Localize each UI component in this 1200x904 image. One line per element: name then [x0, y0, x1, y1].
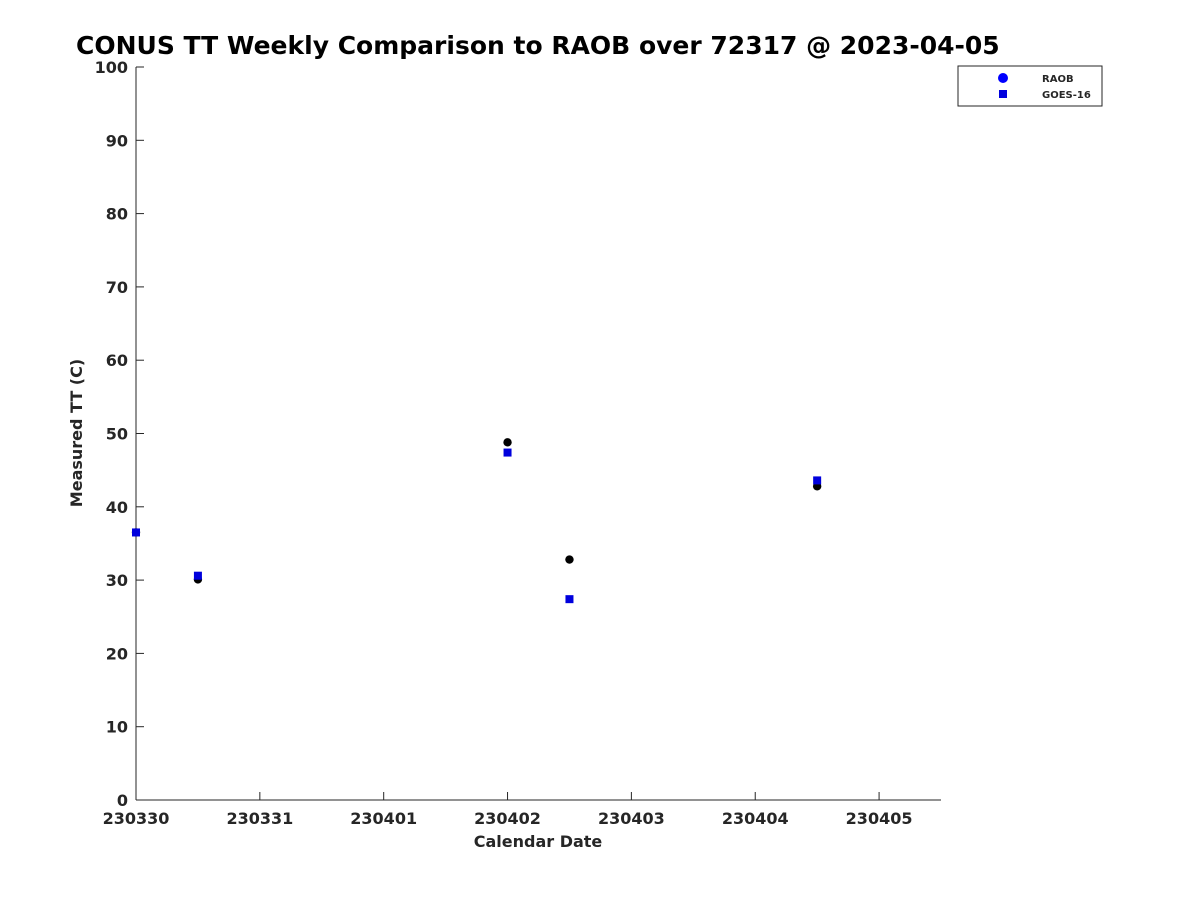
axes: 0 10 20 30 40 50 60 70 80 90 100 230330 230331 230401…: [95, 58, 941, 828]
data-point: [813, 476, 822, 485]
x-tick-label: 230405: [846, 809, 913, 828]
legend-entry-label: RAOB: [1042, 74, 1074, 85]
y-tick-label: 60: [106, 351, 128, 370]
y-tick-label: 50: [106, 425, 128, 444]
y-tick-label: 10: [106, 718, 128, 737]
data-point: [565, 595, 574, 604]
y-tick-label: 0: [117, 791, 128, 810]
x-tick-label: 230331: [226, 809, 293, 828]
data-point: [565, 555, 574, 564]
data-point: [503, 438, 512, 447]
legend-marker-square: [999, 90, 1007, 98]
x-tick-label: 230330: [103, 809, 170, 828]
legend-box: [957, 65, 1103, 107]
data-point: [132, 528, 140, 537]
chart-title: CONUS TT Weekly Comparison to RAOB over …: [76, 31, 1000, 60]
y-tick-label: 100: [95, 58, 128, 77]
legend-entry-label: GOES-16: [1042, 90, 1091, 101]
data-point: [193, 571, 202, 580]
legend-marker-circle: [998, 73, 1008, 83]
y-tick-label: 70: [106, 278, 128, 297]
x-tick-label: 230401: [350, 809, 417, 828]
series-raob: [131, 438, 822, 584]
x-axis-label: Calendar Date: [474, 832, 603, 851]
x-tick-label: 230402: [474, 809, 541, 828]
series-goes-16: [132, 448, 822, 604]
y-tick-label: 30: [106, 571, 128, 590]
x-tick-label: 230404: [722, 809, 789, 828]
legend: RAOB GOES-16: [957, 65, 1103, 107]
y-tick-label: 20: [106, 644, 128, 663]
y-axis-label: Measured TT (C): [67, 359, 86, 507]
x-tick-label: 230403: [598, 809, 665, 828]
y-tick-label: 90: [106, 131, 128, 150]
y-tick-label: 40: [106, 498, 128, 517]
data-point: [503, 448, 512, 457]
y-tick-label: 80: [106, 205, 128, 224]
data-marks: [131, 438, 822, 604]
